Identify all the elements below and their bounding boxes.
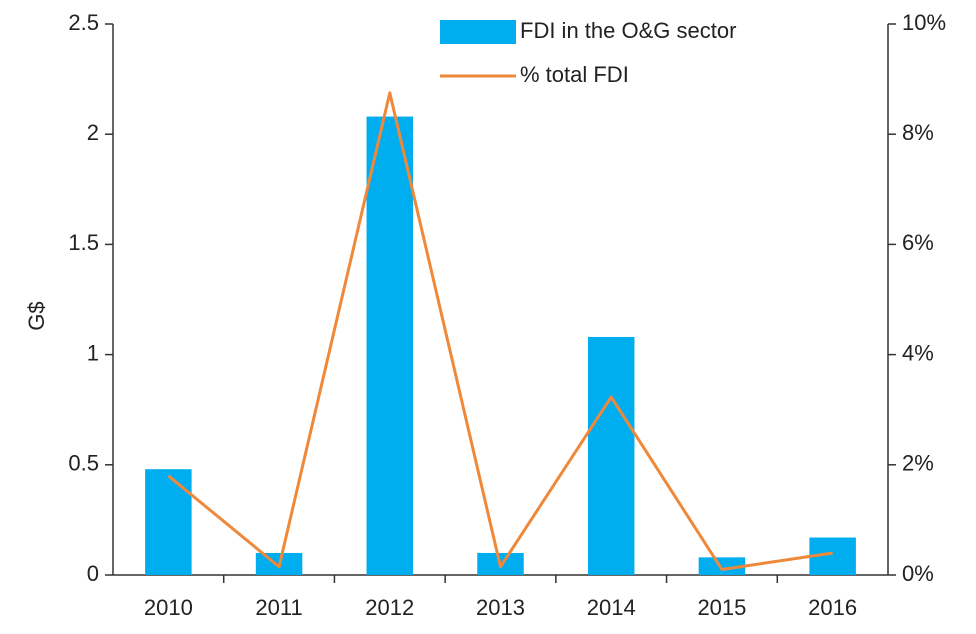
line xyxy=(167,91,833,571)
y-tick-label: 1.5 xyxy=(68,230,99,255)
legend-label: % total FDI xyxy=(520,62,629,87)
x-tick-label: 2010 xyxy=(144,595,193,620)
legend-label: FDI in the O&G sector xyxy=(520,18,736,43)
x-tick-label: 2011 xyxy=(255,595,302,620)
y2-tick-label: 10% xyxy=(902,10,946,35)
y-axis-label: G$ xyxy=(24,301,49,330)
legend-swatch xyxy=(440,20,516,44)
y-tick-label: 2.5 xyxy=(68,10,99,35)
y2-tick-label: 4% xyxy=(902,340,934,365)
y-tick-label: 0 xyxy=(87,561,99,586)
x-tick-label: 2016 xyxy=(808,595,857,620)
bar xyxy=(587,336,635,575)
y-tick-label: 0.5 xyxy=(68,451,99,476)
bar xyxy=(145,469,192,575)
y2-tick-label: 2% xyxy=(902,451,934,476)
y2-tick-label: 6% xyxy=(902,230,934,255)
y-tick-label: 1 xyxy=(87,340,99,365)
x-tick-label: 2014 xyxy=(587,595,636,620)
x-tick-label: 2015 xyxy=(697,595,746,620)
bar xyxy=(366,116,414,576)
y2-tick-label: 0% xyxy=(902,561,934,586)
y2-tick-label: 8% xyxy=(902,120,934,145)
bar xyxy=(698,557,746,575)
y-tick-label: 2 xyxy=(87,120,99,145)
x-tick-label: 2013 xyxy=(476,595,525,620)
x-tick-label: 2012 xyxy=(365,595,414,620)
